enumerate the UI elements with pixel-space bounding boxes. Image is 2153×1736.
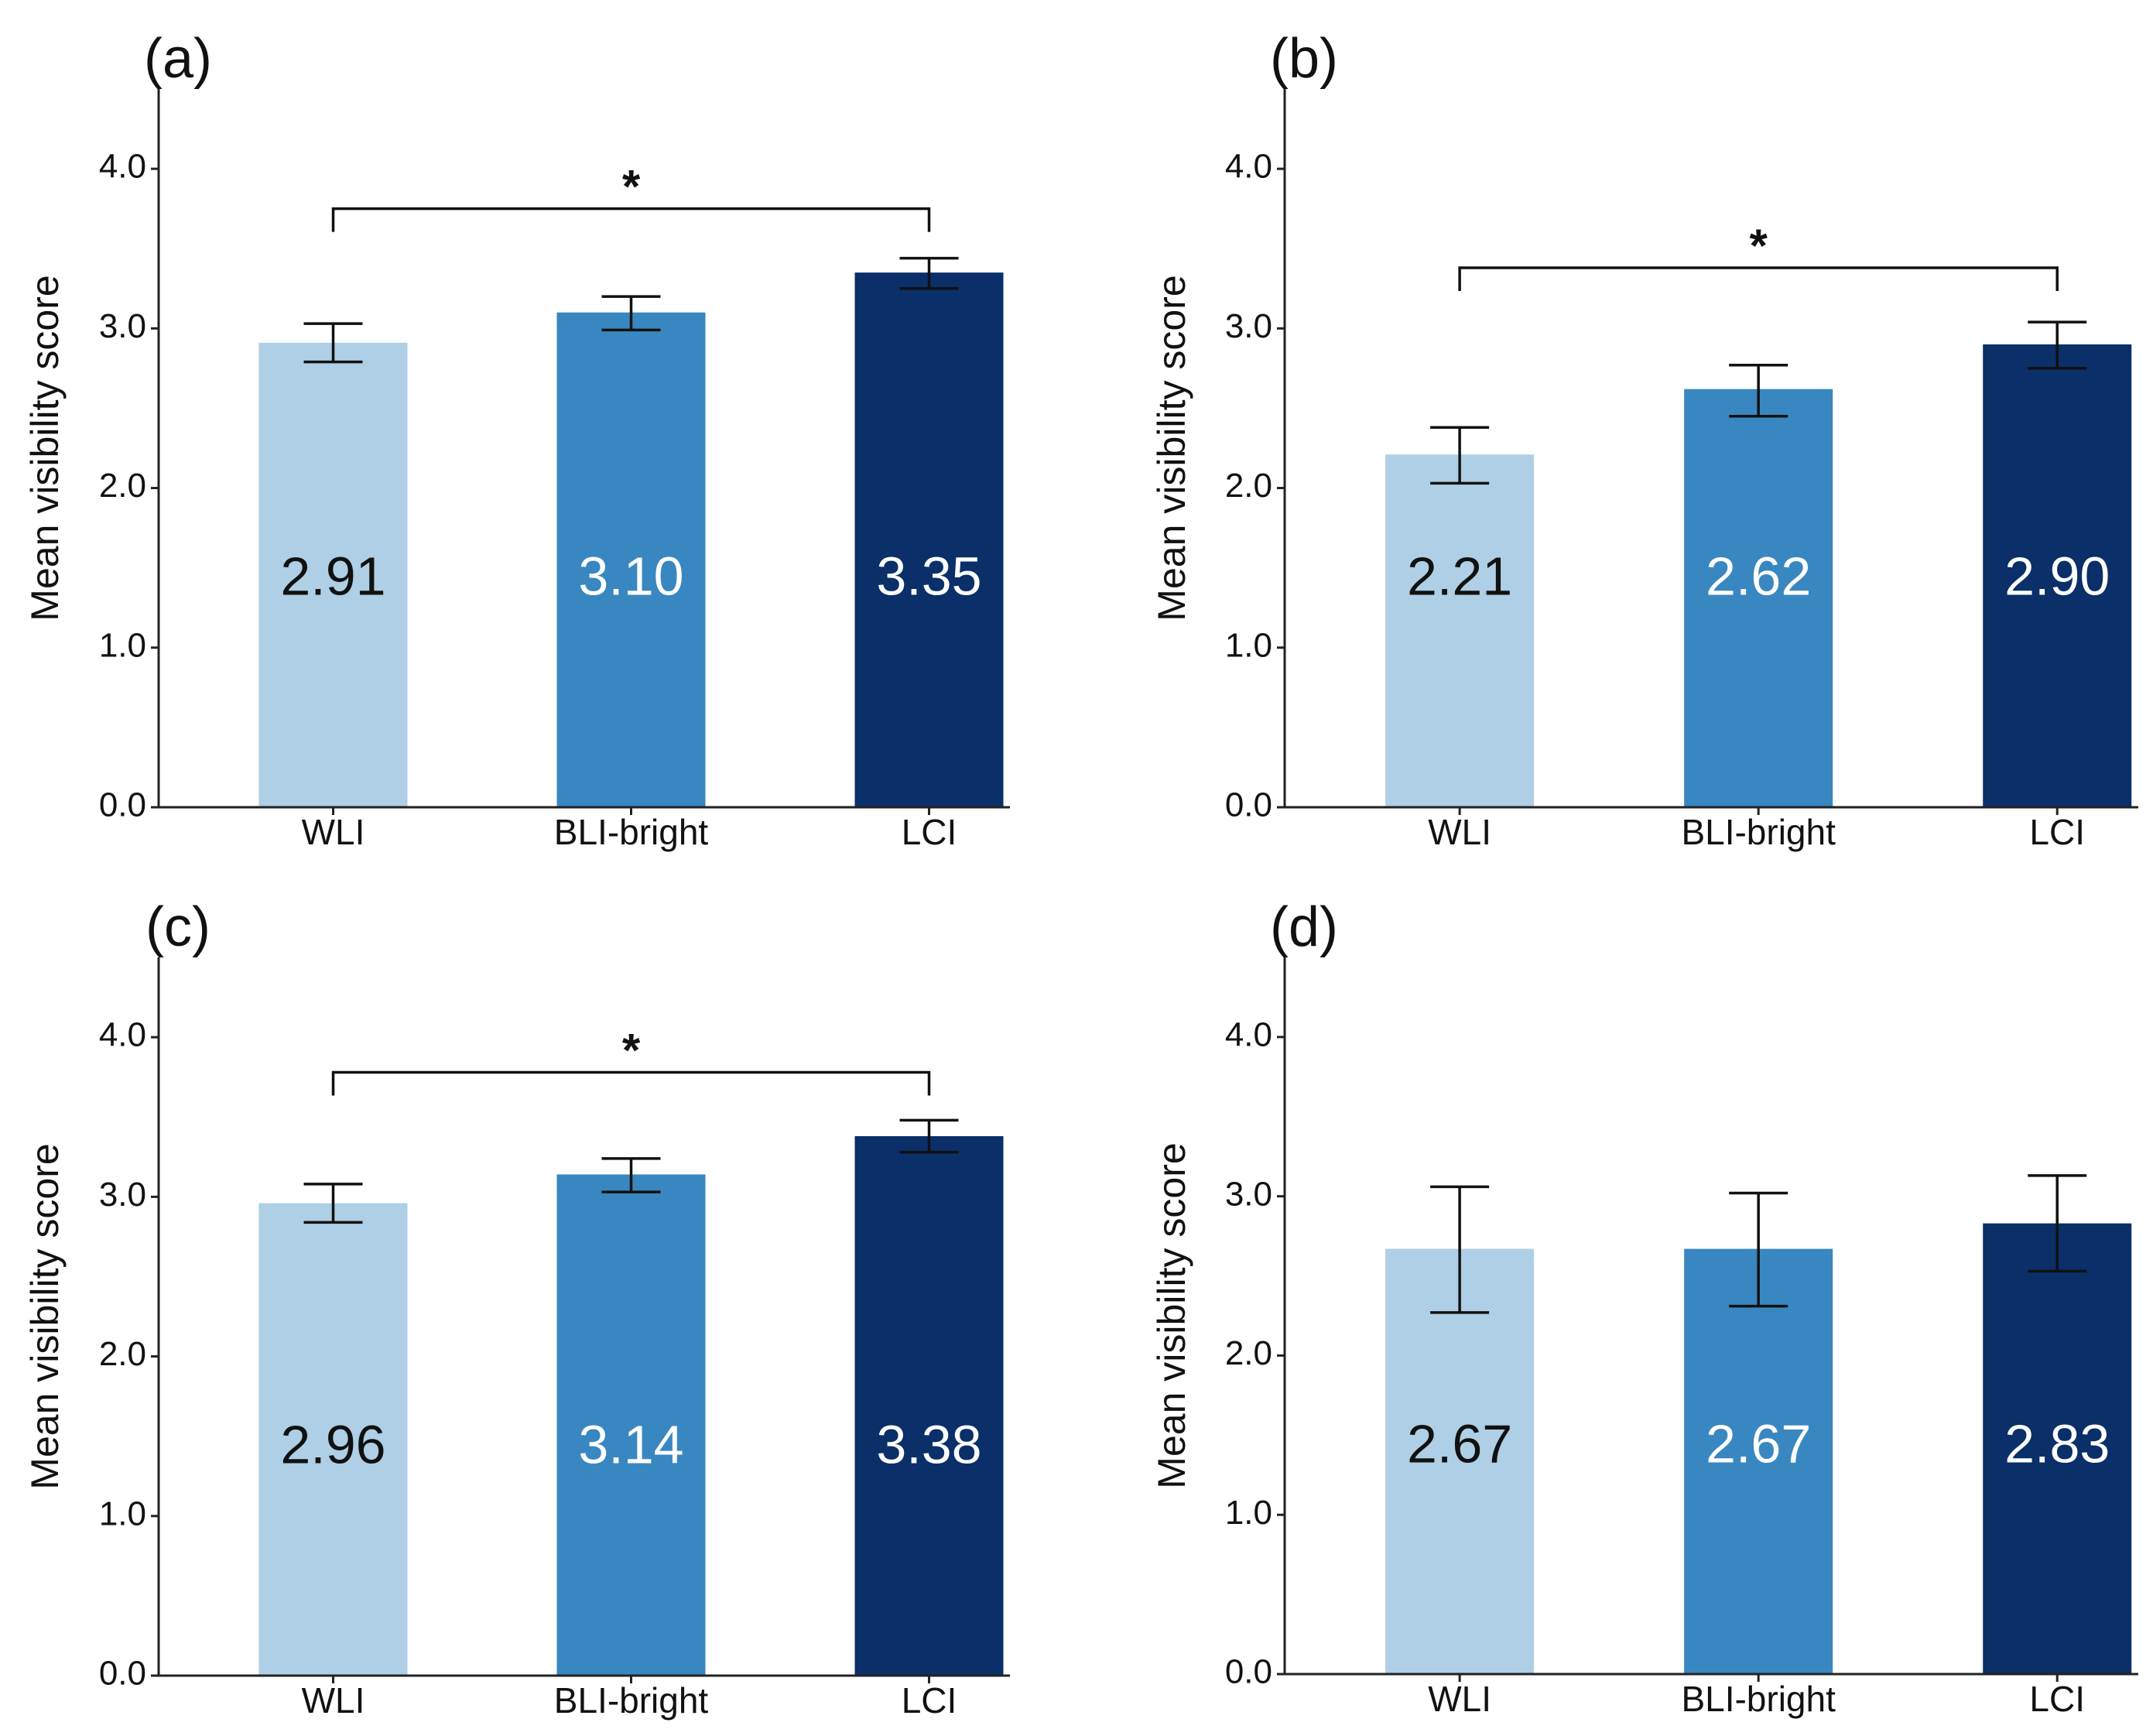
y-tick-label: 0.0: [99, 786, 146, 824]
y-tick-label: 0.0: [99, 1655, 146, 1693]
error-bar-wli: [1430, 1185, 1490, 1314]
x-tick-label: WLI: [1428, 1679, 1491, 1719]
data-label: 3.35: [876, 546, 981, 607]
x-tick-label: BLI-bright: [554, 812, 709, 852]
x-tick-label: LCI: [2029, 1679, 2085, 1719]
x-tick-label: BLI-bright: [554, 1680, 709, 1721]
y-tick-label: 1.0: [1225, 1494, 1272, 1532]
x-tick-label: WLI: [1428, 812, 1491, 852]
bar-bli-bright: [1684, 1248, 1833, 1674]
panel-label: (a): [144, 28, 212, 90]
y-tick-label: 2.0: [99, 467, 146, 505]
error-bar-bli-bright: [1729, 364, 1788, 418]
error-bar-wli: [303, 1183, 363, 1224]
chart-panel-d: (d) Mean visibility score 0.0 1.0 2.0 3.0 4.0 W…: [1150, 896, 2138, 1719]
bar-lci: [854, 272, 1004, 808]
data-label: 2.67: [1407, 1413, 1512, 1474]
significance-bracket: [331, 1070, 931, 1096]
y-tick-label: 2.0: [1225, 1334, 1272, 1372]
bar-wli: [258, 342, 408, 808]
panel-label: (b): [1270, 28, 1338, 90]
data-label: 2.83: [2004, 1413, 2110, 1474]
y-axis-label: Mean visibility score: [23, 275, 67, 621]
y-tick-label: 4.0: [99, 1016, 146, 1054]
error-bar-bli-bright: [601, 295, 661, 332]
data-label: 2.90: [2004, 546, 2110, 607]
bar-wli: [1385, 454, 1535, 807]
y-tick-label: 0.0: [1225, 1653, 1272, 1691]
y-tick-label: 4.0: [1225, 148, 1272, 186]
significance-marker: *: [622, 161, 641, 213]
error-bar-bli-bright: [1729, 1191, 1788, 1308]
data-label: 3.10: [578, 546, 683, 607]
bar-wli: [258, 1203, 408, 1676]
y-tick-label: 3.0: [1225, 307, 1272, 345]
bar-bli-bright: [556, 312, 706, 807]
error-bar-lci: [899, 1118, 959, 1154]
x-tick-label: WLI: [302, 812, 365, 852]
error-bar-lci: [2028, 320, 2087, 370]
panel-label: (d): [1270, 896, 1338, 958]
bar-bli-bright: [1684, 389, 1833, 808]
error-bar-lci: [899, 256, 959, 290]
y-tick-label: 4.0: [1225, 1016, 1272, 1054]
significance-bracket: [1458, 266, 2059, 291]
y-tick-label: 4.0: [99, 148, 146, 186]
significance-marker: *: [622, 1024, 641, 1076]
error-bar-lci: [2028, 1174, 2087, 1273]
y-tick-label: 1.0: [99, 1495, 146, 1532]
x-tick-label: BLI-bright: [1681, 1679, 1836, 1719]
chart-panel-c: (c) Mean visibility score 0.0 1.0 2.0 3.0 4.0 W…: [23, 896, 1010, 1721]
bar-lci: [1983, 344, 2132, 807]
panel-label: (c): [145, 896, 211, 958]
data-label: 2.62: [1706, 546, 1811, 607]
y-tick-label: 3.0: [1225, 1175, 1272, 1213]
bar-lci: [854, 1135, 1004, 1676]
significance-marker: *: [1749, 220, 1768, 272]
chart-panel-b: (b) Mean visibility score 0.0 1.0 2.0 3.0 4.0 W…: [1150, 28, 2138, 852]
x-tick-label: LCI: [902, 1680, 957, 1721]
data-label: 2.21: [1407, 546, 1512, 607]
bar-bli-bright: [556, 1174, 706, 1676]
data-label: 2.91: [280, 546, 385, 607]
y-tick-label: 2.0: [1225, 467, 1272, 505]
x-tick-label: LCI: [902, 812, 957, 852]
data-label: 3.14: [578, 1415, 683, 1475]
y-axis-label: Mean visibility score: [1150, 1142, 1193, 1488]
x-tick-label: BLI-bright: [1681, 812, 1836, 852]
y-tick-label: 0.0: [1225, 786, 1272, 824]
data-label: 2.67: [1706, 1413, 1811, 1474]
x-tick-label: LCI: [2029, 812, 2085, 852]
y-tick-label: 2.0: [99, 1335, 146, 1373]
error-bar-wli: [303, 322, 363, 364]
data-label: 3.38: [876, 1415, 981, 1475]
data-label: 2.96: [280, 1415, 385, 1475]
x-tick-label: WLI: [302, 1680, 365, 1721]
bar-lci: [1983, 1223, 2132, 1674]
y-axis-label: Mean visibility score: [23, 1143, 67, 1489]
bar-wli: [1385, 1248, 1535, 1674]
y-tick-label: 3.0: [99, 307, 146, 345]
y-tick-label: 1.0: [99, 626, 146, 664]
chart-panel-a: (a) Mean visibility score 0.0 1.0 2.0 3.0 4.0 W…: [23, 28, 1010, 852]
significance-bracket: [331, 207, 931, 232]
y-tick-label: 1.0: [1225, 626, 1272, 664]
y-axis-label: Mean visibility score: [1150, 275, 1193, 621]
error-bar-bli-bright: [601, 1157, 661, 1193]
y-tick-label: 3.0: [99, 1176, 146, 1214]
error-bar-wli: [1430, 426, 1490, 485]
